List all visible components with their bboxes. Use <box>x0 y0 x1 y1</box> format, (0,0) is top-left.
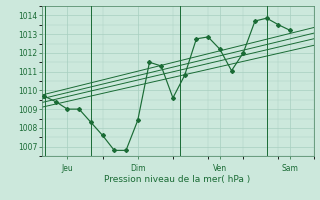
X-axis label: Pression niveau de la mer( hPa ): Pression niveau de la mer( hPa ) <box>104 175 251 184</box>
